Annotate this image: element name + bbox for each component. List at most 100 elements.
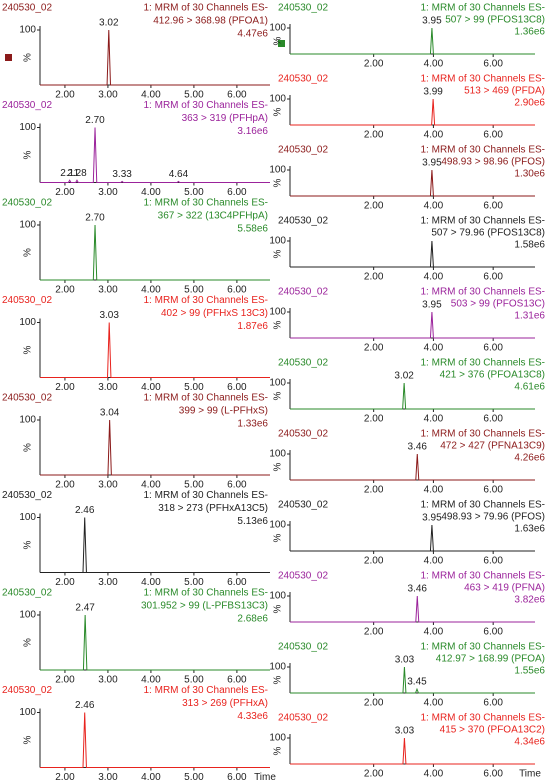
y-axis-label: %	[273, 533, 284, 542]
trace	[40, 712, 270, 768]
x-tick-label: 4.00	[141, 187, 161, 198]
trace	[40, 614, 270, 671]
trace-title: 1: MRM of 30 Channels ES-	[144, 295, 269, 306]
trace-intensity: 5.13e6	[237, 516, 268, 527]
peak-label: 3.99	[423, 87, 443, 98]
x-tick-label: 6.00	[483, 201, 503, 212]
sample-name: 240530_02	[2, 3, 52, 14]
x-tick-label: 4.00	[424, 59, 444, 70]
peak-label: 2.47	[75, 603, 95, 614]
x-tick-label: 5.00	[184, 480, 204, 491]
y-tick-label: 100	[269, 165, 286, 176]
peak-label: 3.46	[408, 442, 428, 453]
x-tick-label: 5.00	[184, 187, 204, 198]
x-tick-label: 2.00	[364, 769, 384, 780]
x-tick-label: 2.00	[364, 556, 384, 567]
y-tick-label: 100	[19, 122, 36, 133]
peak-label: 3.95	[422, 16, 442, 27]
x-tick-label: 6.00	[483, 627, 503, 638]
trace-title: 1: MRM of 30 Channels ES-	[421, 3, 546, 14]
x-tick-label: 4.00	[141, 285, 161, 296]
x-tick-label: 4.00	[424, 698, 444, 709]
x-tick-label: 5.00	[184, 285, 204, 296]
trace	[290, 98, 535, 126]
trace-intensity: 4.26e6	[514, 453, 545, 464]
y-axis-label: %	[23, 638, 34, 647]
sample-name: 240530_02	[278, 74, 328, 85]
x-tick-label: 6.00	[483, 130, 503, 141]
y-axis-label: %	[23, 248, 34, 257]
trace-subtitle: 498.93 > 79.96 (PFOS)	[441, 512, 545, 523]
trace	[290, 737, 535, 765]
x-tick-label: 2.00	[55, 382, 75, 393]
x-tick-label: 5.00	[184, 675, 204, 686]
x-tick-label: 2.00	[364, 130, 384, 141]
sample-name: 240530_02	[278, 3, 328, 14]
trace-subtitle: 498.93 > 98.96 (PFOS)	[441, 157, 545, 168]
trace	[290, 524, 535, 552]
y-tick-label: 100	[269, 378, 286, 389]
trace-subtitle: 313 > 269 (PFHxA)	[182, 698, 268, 709]
trace-title: 1: MRM of 30 Channels ES-	[421, 74, 546, 85]
trace-intensity: 2.68e6	[237, 614, 268, 625]
trace-title: 1: MRM of 30 Channels ES-	[421, 145, 546, 156]
x-tick-label: 6.00	[227, 285, 247, 296]
trace-subtitle: 318 > 273 (PFHxA13C5)	[158, 503, 268, 514]
x-axis-label: Time	[519, 769, 541, 780]
x-tick-label: 5.00	[184, 772, 204, 782]
x-axis-label: Time	[254, 772, 276, 782]
x-tick-label: 2.00	[364, 272, 384, 283]
y-axis-label: %	[273, 604, 284, 613]
trace-title: 1: MRM of 30 Channels ES-	[421, 216, 546, 227]
x-tick-label: 3.00	[98, 480, 118, 491]
trace-subtitle: 513 > 469 (PFDA)	[464, 86, 545, 97]
peak-label: 3.03	[99, 310, 119, 321]
x-tick-label: 6.00	[483, 343, 503, 354]
x-tick-label: 2.00	[364, 627, 384, 638]
sample-name: 240530_02	[278, 429, 328, 440]
x-tick-label: 6.00	[483, 769, 503, 780]
x-tick-label: 3.00	[98, 772, 118, 782]
x-tick-label: 6.00	[483, 698, 503, 709]
trace	[290, 453, 535, 481]
peak-label: 2.70	[85, 115, 105, 126]
y-axis-label: %	[23, 735, 34, 744]
trace	[40, 517, 270, 573]
y-tick-label: 100	[269, 520, 286, 531]
trace	[290, 666, 535, 694]
trace-title: 1: MRM of 30 Channels ES-	[421, 429, 546, 440]
y-tick-label: 100	[19, 220, 36, 231]
trace-title: 1: MRM of 30 Channels ES-	[144, 198, 269, 209]
trace-intensity: 4.34e6	[514, 737, 545, 748]
x-tick-label: 2.00	[55, 90, 75, 101]
x-tick-label: 6.00	[227, 772, 247, 782]
x-tick-label: 6.00	[483, 59, 503, 70]
y-tick-label: 100	[269, 307, 286, 318]
x-tick-label: 2.00	[364, 201, 384, 212]
y-tick-label: 100	[19, 25, 36, 36]
trace-marker	[5, 54, 12, 61]
trace-subtitle: 472 > 427 (PFNA13C9)	[440, 441, 545, 452]
peak-label: 3.33	[112, 169, 132, 180]
trace-intensity: 4.61e6	[514, 382, 545, 393]
x-tick-label: 3.00	[98, 187, 118, 198]
y-axis-label: %	[273, 746, 284, 755]
y-axis-label: %	[23, 540, 34, 549]
trace-intensity: 5.58e6	[237, 224, 268, 235]
y-tick-label: 100	[19, 317, 36, 328]
x-tick-label: 3.00	[98, 90, 118, 101]
trace-subtitle: 507 > 79.96 (PFOS13C8)	[431, 228, 545, 239]
trace-intensity: 1.55e6	[514, 666, 545, 677]
x-tick-label: 4.00	[424, 130, 444, 141]
trace-intensity: 3.82e6	[514, 595, 545, 606]
y-tick-label: 100	[19, 415, 36, 426]
trace-title: 1: MRM of 30 Channels ES-	[144, 393, 269, 404]
sample-name: 240530_02	[278, 216, 328, 227]
peak-label: 3.04	[100, 408, 120, 419]
y-tick-label: 100	[269, 236, 286, 247]
trace-subtitle: 412.97 > 168.99 (PFOA)	[436, 654, 545, 665]
x-tick-label: 4.00	[141, 675, 161, 686]
sample-name: 240530_02	[2, 198, 52, 209]
x-tick-label: 3.00	[98, 675, 118, 686]
peak-label: 2.11	[60, 168, 79, 179]
